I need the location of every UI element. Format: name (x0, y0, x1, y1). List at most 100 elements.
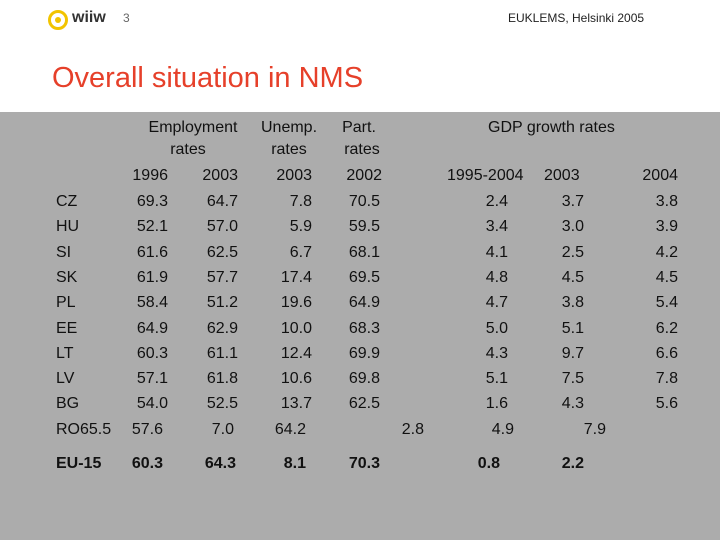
cell-country: EE (56, 319, 78, 337)
year-emp-2003: 2003 (202, 167, 238, 184)
cell-emp2003: 62.9 (206, 319, 238, 337)
ro-cell-gdp2003: 4.9 (491, 420, 514, 438)
cell-gdp2004: 3.8 (655, 193, 678, 210)
cell-gdp9504: 1.6 (485, 395, 508, 413)
ro-cell-gdp2004: 7.9 (583, 420, 606, 438)
cell-gdp9504: 3.4 (485, 218, 508, 236)
eu-cell-unemp: 8.1 (283, 455, 306, 472)
cell-unemp: 10.0 (280, 319, 312, 337)
cell-country: CZ (56, 193, 78, 210)
cell-gdp9504: 4.1 (485, 243, 508, 261)
header-gdp: GDP growth rates (488, 119, 615, 136)
ro-cell-gdp9504: 2.8 (401, 420, 424, 438)
cell-gdp2004: 5.4 (655, 294, 678, 312)
cell-part: 62.5 (348, 395, 380, 413)
cell-unemp: 19.6 (280, 294, 312, 312)
wiiw-logo: wiiw (48, 9, 108, 31)
year-gdp-2003: 2003 (544, 167, 580, 184)
year-unemp-2003: 2003 (276, 167, 312, 184)
cell-gdp2003: 7.5 (561, 370, 584, 388)
cell-gdp2003: 4.3 (561, 395, 584, 413)
cell-gdp9504: 2.4 (485, 193, 508, 210)
eu-cell-gdp9504: 0.8 (477, 455, 500, 472)
cell-country: HU (56, 218, 80, 236)
ro-cell-emp2003: 57.6 (131, 420, 163, 438)
cell-unemp: 7.8 (289, 193, 312, 210)
eu-cell-emp2003: 64.3 (204, 455, 236, 472)
cell-gdp2004: 4.5 (655, 268, 678, 286)
header-part-rates: rates (344, 141, 380, 158)
page-title: Overall situation in NMS (52, 62, 364, 94)
eu-cell-part: 70.3 (348, 455, 380, 472)
header-employment-rates: rates (170, 141, 206, 158)
header-unemp: Unemp. (260, 119, 318, 136)
ro-cell-country_emp1996: RO65.5 (56, 420, 112, 438)
cell-emp2003: 61.1 (206, 344, 238, 362)
cell-emp2003: 57.7 (206, 268, 238, 286)
logo-dot-icon (55, 17, 61, 23)
cell-gdp9504: 5.1 (485, 370, 508, 388)
logo-circle-icon (48, 10, 68, 30)
cell-gdp9504: 4.8 (485, 268, 508, 286)
cell-emp2003: 62.5 (206, 243, 238, 261)
cell-emp2003: 64.7 (206, 193, 238, 210)
cell-gdp2003: 2.5 (561, 243, 584, 261)
slide-header: wiiw 3 EUKLEMS, Helsinki 2005 (0, 0, 720, 38)
cell-gdp2004: 6.6 (655, 344, 678, 362)
ro-cell-part: 64.2 (274, 420, 306, 438)
header-employment: Employment (148, 119, 238, 136)
cell-emp2003: 51.2 (206, 294, 238, 312)
cell-emp1996: 54.0 (136, 395, 168, 413)
cell-part: 70.5 (348, 193, 380, 210)
cell-unemp: 6.7 (289, 243, 312, 261)
ro-cell-unemp: 7.0 (211, 420, 234, 438)
cell-gdp9504: 4.3 (485, 344, 508, 362)
title-band (0, 38, 720, 112)
cell-emp1996: 58.4 (136, 294, 168, 312)
cell-country: PL (56, 294, 76, 312)
cell-emp1996: 52.1 (136, 218, 168, 236)
page-number: 3 (123, 11, 130, 25)
year-gdp-1995-2004: 1995-2004 (447, 167, 524, 184)
cell-country: LV (56, 370, 75, 388)
header-unemp-rates: rates (271, 141, 307, 158)
cell-gdp2004: 6.2 (655, 319, 678, 337)
year-gdp-2004: 2004 (642, 167, 678, 184)
cell-gdp9504: 5.0 (485, 319, 508, 337)
header-part: Part. (342, 119, 376, 136)
logo-text: wiiw (72, 9, 106, 26)
cell-emp1996: 60.3 (136, 344, 168, 362)
cell-emp1996: 57.1 (136, 370, 168, 388)
cell-gdp2003: 3.8 (561, 294, 584, 312)
cell-unemp: 12.4 (280, 344, 312, 362)
conference-label: EUKLEMS, Helsinki 2005 (508, 11, 645, 25)
cell-part: 59.5 (348, 218, 380, 236)
cell-emp1996: 64.9 (136, 319, 168, 337)
cell-part: 68.1 (348, 243, 380, 261)
cell-emp1996: 61.6 (136, 243, 168, 261)
cell-country: BG (56, 395, 80, 413)
cell-gdp2003: 3.0 (561, 218, 584, 236)
cell-gdp2003: 3.7 (561, 193, 584, 210)
year-emp-1996: 1996 (132, 167, 168, 184)
eu-cell-country: EU-15 (56, 455, 102, 472)
cell-emp2003: 61.8 (206, 370, 238, 388)
cell-part: 68.3 (348, 319, 380, 337)
cell-unemp: 17.4 (280, 268, 312, 286)
cell-unemp: 13.7 (280, 395, 312, 413)
cell-gdp2004: 3.9 (655, 218, 678, 236)
cell-gdp9504: 4.7 (485, 294, 508, 312)
cell-country: SI (56, 243, 72, 261)
cell-gdp2003: 9.7 (561, 344, 584, 362)
cell-unemp: 5.9 (289, 218, 312, 236)
cell-country: LT (56, 344, 74, 362)
cell-part: 69.9 (348, 344, 380, 362)
cell-part: 69.8 (348, 370, 380, 388)
cell-gdp2003: 5.1 (561, 319, 584, 337)
cell-country: SK (56, 268, 78, 286)
cell-part: 64.9 (348, 294, 380, 312)
cell-gdp2004: 4.2 (655, 243, 678, 261)
cell-emp2003: 57.0 (206, 218, 238, 236)
cell-gdp2004: 5.6 (655, 395, 678, 413)
cell-gdp2003: 4.5 (561, 268, 584, 286)
